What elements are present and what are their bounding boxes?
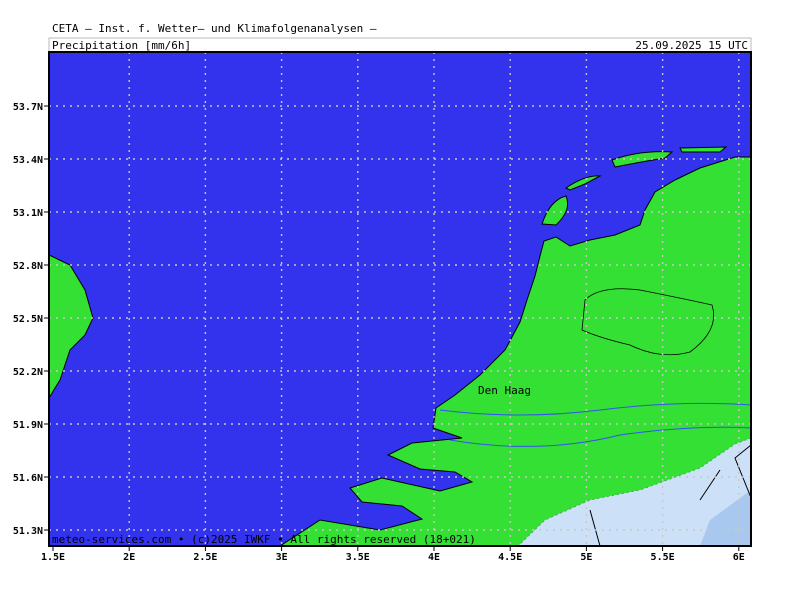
lake-outline — [581, 288, 715, 356]
lat-label: 52.2N — [13, 367, 43, 378]
island — [565, 175, 602, 191]
map-frame — [48, 51, 752, 547]
lon-label: 5E — [580, 552, 592, 563]
lat-label: 51.6N — [13, 473, 43, 484]
lon-label: 4E — [428, 552, 440, 563]
island — [611, 151, 674, 168]
lon-label: 2.5E — [193, 552, 217, 563]
lat-label: 51.9N — [13, 420, 43, 431]
lon-label: 3.5E — [346, 552, 370, 563]
lon-label: 6E — [733, 552, 745, 563]
land — [279, 156, 751, 546]
datetime-label: 25.09.2025 15 UTC — [635, 39, 748, 52]
city-label: Den Haag — [478, 384, 531, 397]
precip-area — [517, 437, 751, 546]
lon-label: 2E — [123, 552, 135, 563]
lat-label: 52.8N — [13, 261, 43, 272]
footer: meteo-services.com • (c)2025 IWKF • All … — [52, 533, 476, 546]
lat-label: 51.3N — [13, 526, 43, 537]
map-area: Den Haag meteo-services.com • (c)2025 IW… — [49, 52, 751, 546]
lon-label: 1.5E — [41, 552, 65, 563]
island — [679, 146, 728, 153]
river — [439, 402, 751, 416]
river — [449, 426, 751, 447]
variable-label: Precipitation [mm/6h] — [52, 39, 191, 52]
lat-label: 53.4N — [13, 155, 43, 166]
border — [589, 444, 751, 546]
island — [541, 195, 569, 226]
lon-label: 4.5E — [498, 552, 522, 563]
lon-label: 5.5E — [651, 552, 675, 563]
lon-label: 3E — [276, 552, 288, 563]
header-title: CETA – Inst. f. Wetter– und Klimafolgena… — [52, 22, 377, 35]
lat-label: 53.7N — [13, 102, 43, 113]
lat-label: 53.1N — [13, 208, 43, 219]
land — [49, 254, 94, 399]
lat-label: 52.5N — [13, 314, 43, 325]
precip-area — [700, 490, 751, 546]
